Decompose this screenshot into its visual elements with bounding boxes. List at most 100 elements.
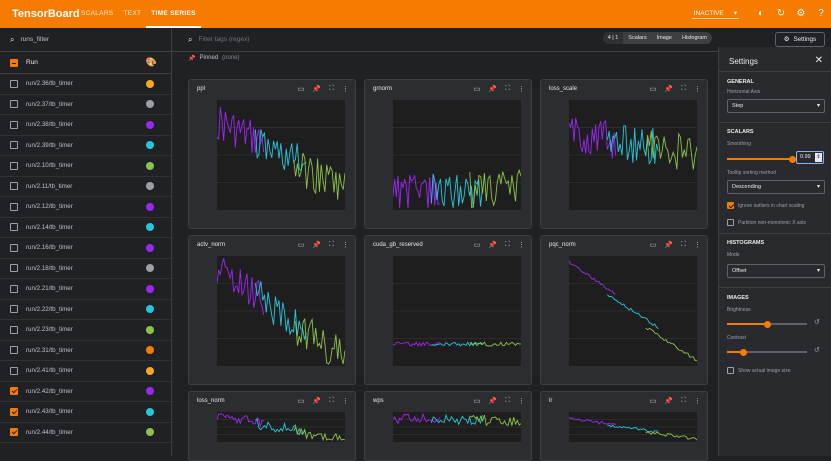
run-row[interactable]: run/2.36/tb_timer — [0, 74, 171, 95]
stepper-icon[interactable]: ⇕ — [815, 153, 822, 162]
partition-option[interactable]: Partition non-monotonic X axis — [727, 219, 806, 226]
run-row[interactable]: run/2.39/tb_timer — [0, 136, 171, 156]
smoothing-slider-knob[interactable] — [788, 155, 796, 163]
pin-icon[interactable]: 📌 — [312, 242, 322, 249]
run-color-swatch[interactable] — [146, 325, 154, 334]
run-checkbox[interactable] — [10, 161, 18, 170]
tag-filter-input[interactable]: Filter tags (regex) — [198, 36, 250, 43]
fullscreen-icon[interactable]: ⛶ — [681, 85, 686, 92]
horizontal-axis-select[interactable]: Step ▾ — [727, 99, 825, 113]
tab-text[interactable]: TEXT — [123, 10, 142, 17]
fullscreen-icon[interactable]: ⛶ — [681, 397, 686, 404]
data-table-icon[interactable]: ▭ — [297, 86, 305, 93]
run-checkbox[interactable] — [10, 305, 18, 314]
run-row[interactable]: run/2.41/tb_timer — [0, 361, 171, 382]
run-checkbox[interactable] — [10, 202, 18, 211]
pin-icon[interactable]: 📌 — [664, 86, 674, 93]
pin-icon[interactable]: 📌 — [664, 398, 674, 405]
more-vert-icon[interactable]: ⋮ — [518, 398, 525, 405]
fullscreen-icon[interactable]: ⛶ — [329, 241, 334, 248]
run-row[interactable]: run/2.43/tb_timer — [0, 402, 171, 423]
run-row[interactable]: run/2.22/tb_timer — [0, 300, 171, 320]
run-color-swatch[interactable] — [146, 182, 154, 191]
run-row[interactable]: run/2.21/tb_timer — [0, 279, 171, 300]
brightness-icon[interactable]: ◐ — [757, 8, 765, 19]
contrast-slider[interactable] — [727, 348, 807, 356]
runs-filter-input[interactable]: runs_filter — [20, 36, 50, 43]
ignore-outliers-option[interactable]: Ignore outliers in chart scaling — [727, 202, 804, 209]
type-filter-image[interactable]: Image — [651, 32, 677, 44]
line-chart[interactable] — [217, 100, 345, 210]
line-chart[interactable] — [569, 412, 697, 442]
data-table-icon[interactable]: ▭ — [649, 242, 657, 249]
data-table-icon[interactable]: ▭ — [649, 398, 657, 405]
run-color-swatch[interactable] — [146, 264, 154, 273]
run-checkbox[interactable] — [10, 346, 18, 355]
line-chart[interactable] — [569, 100, 697, 210]
run-row[interactable]: run/2.23/tb_timer — [0, 320, 171, 341]
pin-icon[interactable]: 📌 — [312, 86, 322, 93]
data-table-icon[interactable]: ▭ — [473, 398, 481, 405]
type-filter-scalars[interactable]: Scalars — [623, 32, 652, 44]
run-color-swatch[interactable] — [146, 428, 154, 437]
fullscreen-icon[interactable]: ⛶ — [505, 241, 510, 248]
run-row[interactable]: run/2.38/tb_timer — [0, 115, 171, 136]
fullscreen-icon[interactable]: ⛶ — [681, 241, 686, 248]
mode-select[interactable]: Offset ▾ — [727, 264, 825, 278]
run-checkbox[interactable] — [10, 182, 18, 191]
data-table-icon[interactable]: ▭ — [297, 398, 305, 405]
more-vert-icon[interactable]: ⋮ — [518, 242, 525, 249]
run-color-swatch[interactable] — [146, 202, 154, 211]
fullscreen-icon[interactable]: ⛶ — [505, 397, 510, 404]
more-vert-icon[interactable]: ⋮ — [518, 86, 525, 93]
run-color-swatch[interactable] — [146, 141, 154, 150]
pin-icon[interactable]: 📌 — [488, 398, 498, 405]
data-table-icon[interactable]: ▭ — [649, 86, 657, 93]
run-row[interactable]: run/2.12/tb_timer — [0, 197, 171, 218]
tooltip-sort-select[interactable]: Descending ▾ — [727, 180, 825, 194]
run-checkbox[interactable] — [10, 141, 18, 150]
run-checkbox[interactable] — [10, 284, 18, 293]
fullscreen-icon[interactable]: ⛶ — [505, 85, 510, 92]
run-checkbox[interactable] — [10, 79, 18, 88]
run-color-swatch[interactable] — [146, 161, 154, 170]
run-checkbox[interactable] — [10, 223, 18, 232]
fullscreen-icon[interactable]: ⛶ — [329, 397, 334, 404]
run-row[interactable]: run/2.31/tb_timer — [0, 341, 171, 361]
refresh-icon[interactable]: ↻ — [776, 8, 786, 19]
run-color-swatch[interactable] — [146, 243, 154, 252]
data-table-icon[interactable]: ▭ — [473, 242, 481, 249]
more-vert-icon[interactable]: ⋮ — [694, 242, 701, 249]
line-chart[interactable] — [569, 256, 697, 366]
run-row[interactable]: run/2.44/tb_timer — [0, 423, 171, 443]
run-checkbox[interactable] — [10, 428, 18, 437]
run-row[interactable]: run/2.14/tb_timer — [0, 218, 171, 238]
smoothing-input[interactable]: 0.99 ⇕ — [796, 151, 824, 164]
more-vert-icon[interactable]: ⋮ — [342, 398, 349, 405]
run-row[interactable]: run/2.10/tb_timer — [0, 156, 171, 177]
run-color-swatch[interactable] — [146, 366, 154, 375]
run-checkbox[interactable] — [10, 366, 18, 375]
more-vert-icon[interactable]: ⋮ — [694, 86, 701, 93]
fullscreen-icon[interactable]: ⛶ — [329, 85, 334, 92]
line-chart[interactable] — [217, 412, 345, 442]
more-vert-icon[interactable]: ⋮ — [342, 86, 349, 93]
run-color-swatch[interactable] — [146, 387, 154, 396]
reset-brightness-icon[interactable]: ↺ — [814, 319, 820, 326]
brightness-slider-knob[interactable] — [763, 320, 771, 328]
reset-contrast-icon[interactable]: ↺ — [814, 347, 820, 354]
tab-time-series[interactable]: TIME SERIES — [146, 0, 201, 28]
brightness-slider[interactable] — [727, 320, 807, 328]
line-chart[interactable] — [393, 100, 521, 210]
pin-icon[interactable]: 📌 — [488, 242, 498, 249]
settings-button[interactable]: ⚙ Settings — [775, 32, 825, 47]
show-actual-size-option[interactable]: Show actual image size — [727, 367, 791, 374]
line-chart[interactable] — [217, 256, 345, 366]
more-vert-icon[interactable]: ⋮ — [694, 398, 701, 405]
run-checkbox[interactable] — [10, 387, 18, 396]
run-checkbox[interactable] — [10, 325, 18, 334]
line-chart[interactable] — [393, 256, 521, 366]
pin-icon[interactable]: 📌 — [488, 86, 498, 93]
run-checkbox[interactable] — [10, 407, 18, 416]
run-color-swatch[interactable] — [146, 305, 154, 314]
